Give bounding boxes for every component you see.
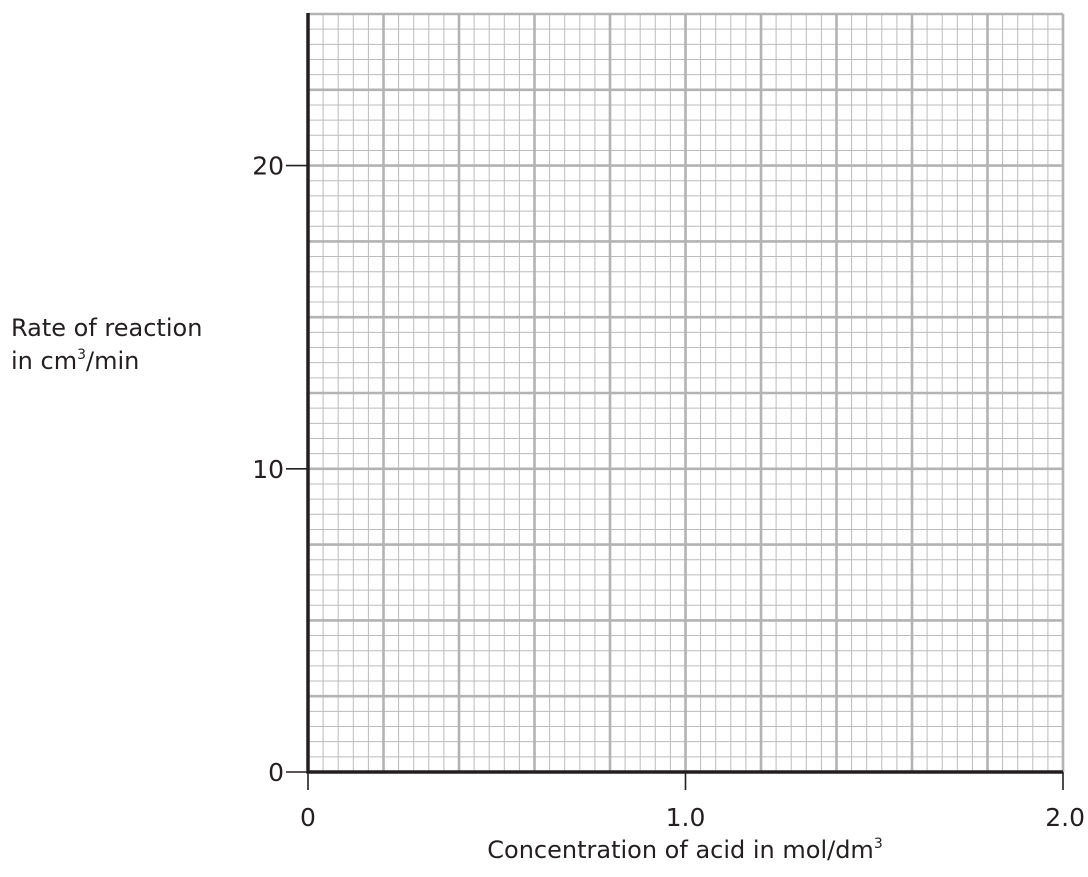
x-axis-title-superscript: 3 bbox=[874, 836, 883, 852]
grid-major-lines bbox=[308, 12, 1065, 772]
y-axis-title-prefix: in cm bbox=[11, 347, 77, 375]
y-axis-title-superscript: 3 bbox=[77, 347, 86, 363]
x-axis-ticks: 0 1.0 2.0 bbox=[300, 772, 1085, 832]
y-axis-title-suffix: /min bbox=[86, 347, 139, 375]
x-tick-label: 0 bbox=[300, 803, 316, 832]
x-tick-label: 2.0 bbox=[1045, 803, 1085, 832]
y-axis-title-line2: in cm3/min bbox=[11, 347, 139, 375]
y-axis-ticks: 0 10 20 bbox=[252, 152, 308, 787]
y-tick-label: 20 bbox=[252, 152, 284, 181]
x-tick-label: 1.0 bbox=[666, 803, 706, 832]
x-axis-title: Concentration of acid in mol/dm3 bbox=[487, 836, 882, 864]
y-axis-title-line1: Rate of reaction bbox=[11, 314, 202, 342]
y-tick-label: 10 bbox=[252, 455, 284, 484]
y-tick-label: 0 bbox=[268, 758, 284, 787]
x-axis-title-text: Concentration of acid in mol/dm bbox=[487, 836, 874, 864]
